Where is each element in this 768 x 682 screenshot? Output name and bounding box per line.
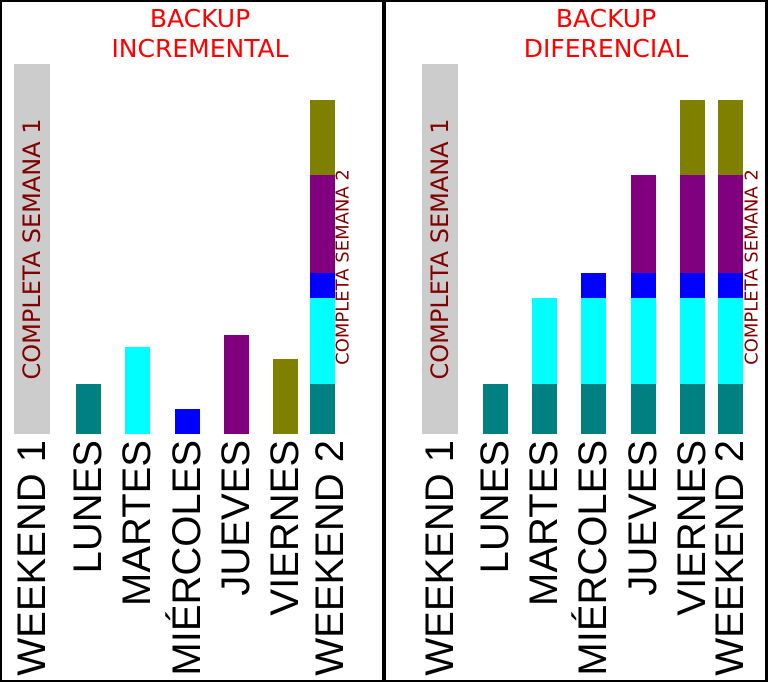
- backup-segment: [125, 347, 150, 434]
- day-label: LUNES: [66, 440, 110, 573]
- full-backup-bar: [422, 64, 458, 434]
- backup-segment: [680, 298, 705, 384]
- full-backup-label: COMPLETA SEMANA 2: [333, 169, 354, 365]
- backup-segment: [310, 100, 335, 175]
- backup-segment: [718, 273, 743, 298]
- full-backup-label: COMPLETA SEMANA 1: [18, 119, 46, 380]
- day-label: JUEVES: [621, 440, 665, 596]
- backup-segment: [631, 175, 656, 273]
- backup-segment: [631, 273, 656, 298]
- backup-segment: [581, 298, 606, 384]
- day-label: WEEKEND 1: [418, 440, 462, 676]
- backup-segment: [310, 273, 335, 298]
- backup-segment: [631, 298, 656, 384]
- backup-segment: [175, 409, 200, 434]
- panel-title: BACKUP: [556, 4, 656, 33]
- backup-segment: [310, 175, 335, 273]
- backup-segment: [680, 100, 705, 175]
- panel-title: DIFERENCIAL: [524, 34, 689, 63]
- panel-title: INCREMENTAL: [111, 34, 288, 63]
- backup-segment: [680, 384, 705, 434]
- day-label: MARTES: [115, 440, 159, 606]
- backup-segment: [483, 384, 508, 434]
- day-label: MIÉRCOLES: [164, 440, 209, 676]
- day-label: WEEKEND 2: [708, 440, 752, 676]
- day-label: VIERNES: [263, 440, 307, 616]
- backup-segment: [310, 298, 335, 384]
- backup-segment: [581, 384, 606, 434]
- full-backup-bar: [14, 64, 50, 434]
- backup-segment: [718, 384, 743, 434]
- backup-segment: [310, 384, 335, 434]
- backup-segment: [273, 359, 298, 434]
- day-label: JUEVES: [214, 440, 258, 596]
- full-backup-label: COMPLETA SEMANA 1: [426, 119, 454, 380]
- full-backup-label: COMPLETA SEMANA 2: [742, 169, 763, 365]
- day-label: MARTES: [522, 440, 566, 606]
- day-label: MIÉRCOLES: [570, 440, 615, 676]
- backup-segment: [532, 298, 557, 384]
- backup-segment: [718, 100, 743, 175]
- panel-title: BACKUP: [150, 4, 250, 33]
- day-label: LUNES: [473, 440, 517, 573]
- backup-segment: [718, 175, 743, 273]
- backup-segment: [631, 384, 656, 434]
- backup-segment: [680, 273, 705, 298]
- backup-segment: [581, 273, 606, 298]
- day-label: VIERNES: [670, 440, 714, 616]
- backup-segment: [224, 335, 249, 434]
- backup-segment: [680, 175, 705, 273]
- day-label: WEEKEND 1: [10, 440, 54, 676]
- backup-segment: [718, 298, 743, 384]
- day-label: WEEKEND 2: [308, 440, 352, 676]
- backup-segment: [76, 384, 101, 434]
- backup-segment: [532, 384, 557, 434]
